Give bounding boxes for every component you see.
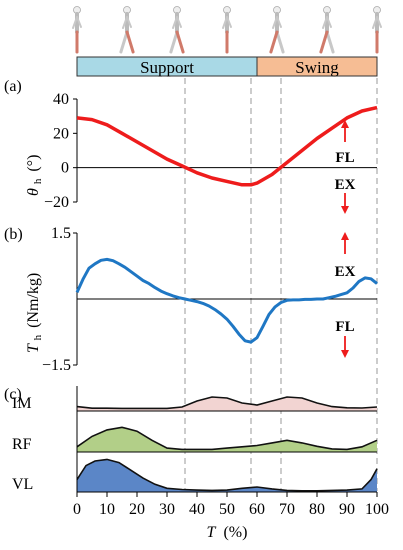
walking-person-icon xyxy=(72,6,82,54)
x-tick-label: 60 xyxy=(249,501,265,518)
x-axis-label-unit: (%) xyxy=(223,524,247,541)
walking-person-icon xyxy=(269,6,285,54)
x-tick-label: 10 xyxy=(99,501,115,518)
phase-bar: Support Swing xyxy=(76,56,378,77)
x-tick-label: 40 xyxy=(189,501,205,518)
panel-b-y-tick-label: 1.5 xyxy=(51,225,71,242)
x-tick-label: 0 xyxy=(73,501,81,518)
panel-b-y-label: T h (Nm/kg) xyxy=(25,273,45,353)
panel-a: (a) 40 20 0 −20 θ h (°) FL EX xyxy=(4,78,378,214)
panel-b-y-label-symbol: T xyxy=(25,343,42,353)
emg-curve-vl xyxy=(76,458,378,492)
panel-b-y-label-subscript: h xyxy=(32,334,44,340)
panel-b-annotation-fl: FL xyxy=(335,319,354,335)
panel-b-y-label-unit: (Nm/kg) xyxy=(25,273,42,328)
x-tick-label: 80 xyxy=(309,501,325,518)
x-tick-label: 30 xyxy=(159,501,175,518)
x-tick-label: 70 xyxy=(279,501,295,518)
panel-b: (b) 1.5 −1.5 T h (Nm/kg) EX FL xyxy=(4,225,378,374)
x-tick-label: 50 xyxy=(219,501,235,518)
swing-label: Swing xyxy=(295,58,339,77)
panel-b-label: (b) xyxy=(4,226,23,243)
panel-a-y-tick-label: 0 xyxy=(61,160,69,177)
x-axis-label-symbol: T xyxy=(207,524,217,541)
panel-c: (c) IM RF VL xyxy=(4,386,378,493)
panel-a-y-tick-label: 20 xyxy=(53,125,69,142)
support-label: Support xyxy=(140,58,194,77)
x-axis: 0 10 20 30 40 50 60 70 80 90 100 xyxy=(73,491,389,518)
emg-label-rf: RF xyxy=(12,436,32,453)
emg-label-im: IM xyxy=(12,395,32,412)
phase-dashed-lines xyxy=(184,78,378,491)
emg-area-rf xyxy=(77,427,377,452)
panel-a-series-line xyxy=(76,105,378,187)
emg-area-vl xyxy=(77,459,377,492)
panel-c-emg-areas: IM RF VL xyxy=(12,386,378,493)
panel-b-y-axis: 1.5 −1.5 xyxy=(42,225,78,374)
x-tick-label: 20 xyxy=(129,501,145,518)
emg-area-im xyxy=(77,397,377,411)
panel-a-y-label-symbol: θ xyxy=(25,188,42,196)
panel-a-y-label-unit: (°) xyxy=(25,155,42,172)
walking-person-icon xyxy=(319,6,335,54)
x-tick-label: 100 xyxy=(365,501,389,518)
walking-person-icon xyxy=(119,6,135,54)
panel-a-y-axis: 40 20 0 −20 xyxy=(44,91,78,211)
panel-a-label: (a) xyxy=(4,78,22,95)
swing-phase-bar xyxy=(256,56,378,77)
x-axis-label: T (%) xyxy=(207,524,248,541)
panel-b-annotation-ex: EX xyxy=(335,264,356,280)
panel-a-y-label-subscript: h xyxy=(32,178,44,184)
panel-a-annotation-ex: EX xyxy=(335,177,356,193)
emg-curve-im xyxy=(76,396,378,410)
walking-person-icon xyxy=(372,6,382,54)
emg-curve-rf xyxy=(76,426,378,451)
panel-c-label: (c) xyxy=(4,386,22,403)
emg-label-vl: VL xyxy=(12,476,33,493)
panel-a-y-tick-label: 40 xyxy=(53,91,69,108)
panel-b-y-tick-label: −1.5 xyxy=(42,357,71,374)
panel-b-series-line xyxy=(75,257,378,344)
panel-a-y-tick-label: −20 xyxy=(44,194,69,211)
panel-a-annotation-fl: FL xyxy=(335,150,354,166)
walking-person-icon xyxy=(169,6,185,54)
walking-figures-strip xyxy=(72,6,382,54)
x-tick-label: 90 xyxy=(339,501,355,518)
panel-a-y-label: θ h (°) xyxy=(25,155,45,196)
walking-person-icon xyxy=(222,6,232,54)
